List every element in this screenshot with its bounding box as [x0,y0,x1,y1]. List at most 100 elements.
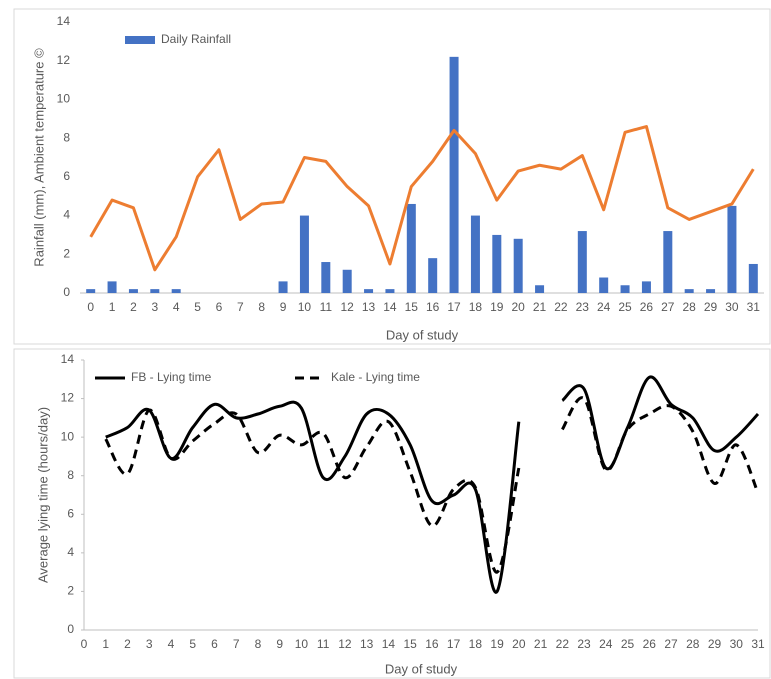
bar [86,289,96,293]
bar [278,281,288,293]
x-tick-label: 5 [194,300,201,314]
bar [641,281,651,293]
y-tick-label: 6 [63,169,70,183]
bar [663,231,673,293]
bar [428,258,438,293]
x-tick-label: 6 [216,300,223,314]
x-axis-title: Day of study [386,327,459,342]
y-tick-label: 8 [63,130,70,144]
x-tick-label: 7 [237,300,244,314]
x-tick-label: 11 [320,300,333,314]
x-tick-label: 9 [276,637,283,651]
bar [513,238,523,293]
bar [684,289,694,293]
x-tick-label: 15 [403,637,417,651]
x-tick-label: 21 [533,300,547,314]
x-tick-label: 29 [704,300,718,314]
bar [470,215,480,293]
x-tick-label: 24 [597,300,611,314]
bar [449,56,459,293]
x-tick-label: 18 [469,637,483,651]
x-tick-label: 8 [258,300,265,314]
legend-swatch [125,36,155,44]
x-tick-label: 9 [280,300,287,314]
x-tick-label: 27 [661,300,675,314]
bar [748,263,758,293]
bar [406,203,416,293]
x-tick-label: 16 [426,300,440,314]
x-tick-label: 12 [341,300,355,314]
x-tick-label: 19 [490,300,504,314]
x-tick-label: 4 [168,637,175,651]
y-tick-label: 8 [67,468,74,482]
x-tick-label: 13 [360,637,374,651]
y-tick-label: 2 [67,584,74,598]
x-tick-label: 17 [447,637,461,651]
bar [492,234,502,293]
x-tick-label: 28 [683,300,697,314]
bar [107,281,117,293]
legend-label: FB - Lying time [131,370,212,384]
bar [171,289,181,293]
y-tick-label: 10 [57,92,71,106]
x-tick-label: 22 [556,637,570,651]
bar [727,205,737,293]
x-tick-label: 25 [618,300,632,314]
bar [577,231,587,293]
x-tick-label: 2 [130,300,137,314]
x-tick-label: 28 [686,637,700,651]
y-axis-title: Rainfall (mm), Ambient temperature © [31,48,46,267]
x-tick-label: 29 [708,637,722,651]
panel-frame [13,8,771,345]
x-tick-label: 20 [512,300,526,314]
line [89,125,755,272]
x-tick-label: 16 [425,637,439,651]
x-tick-label: 27 [664,637,678,651]
bar [535,285,545,293]
x-tick-label: 17 [447,300,461,314]
legend-label: Daily Rainfall [161,32,231,46]
y-tick-label: 4 [67,545,74,559]
x-tick-label: 24 [599,637,613,651]
x-tick-label: 0 [81,637,88,651]
x-tick-label: 31 [751,637,765,651]
y-tick-label: 10 [61,429,75,443]
x-tick-label: 20 [512,637,526,651]
x-tick-label: 23 [576,300,590,314]
x-tick-label: 10 [295,637,309,651]
x-tick-label: 12 [338,637,352,651]
legend-label: Kale - Lying time [331,370,420,384]
bar [620,285,630,293]
y-tick-label: 12 [57,53,71,67]
bar [342,269,352,293]
bar [385,289,395,293]
x-tick-label: 6 [211,637,218,651]
x-tick-label: 25 [621,637,635,651]
x-tick-label: 30 [730,637,744,651]
x-tick-label: 3 [146,637,153,651]
x-tick-label: 0 [87,300,94,314]
x-tick-label: 7 [233,637,240,651]
y-tick-label: 14 [57,14,71,28]
x-tick-label: 23 [577,637,591,651]
x-tick-label: 2 [124,637,131,651]
x-tick-label: 14 [383,300,397,314]
bar [299,215,309,293]
y-axis-title: Average lying time (hours/day) [35,407,50,583]
x-tick-label: 15 [405,300,419,314]
panel-frame [13,348,771,679]
x-tick-label: 8 [255,637,262,651]
bar [364,289,374,293]
bar [150,289,160,293]
bar [321,262,331,293]
x-tick-label: 18 [469,300,483,314]
x-tick-label: 1 [109,300,116,314]
y-tick-label: 4 [63,208,70,222]
x-tick-label: 30 [725,300,739,314]
bar [128,289,138,293]
x-tick-label: 14 [382,637,396,651]
y-tick-label: 6 [67,506,74,520]
bar [599,277,609,293]
x-tick-label: 21 [534,637,548,651]
x-tick-label: 1 [102,637,109,651]
